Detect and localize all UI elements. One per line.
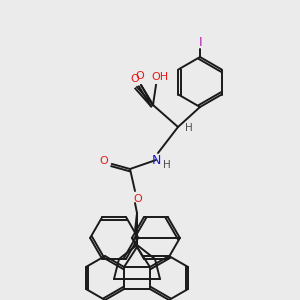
Text: O: O: [134, 194, 142, 204]
Text: N: N: [151, 154, 161, 166]
Text: H: H: [163, 160, 171, 170]
Text: I: I: [199, 37, 203, 50]
Text: H: H: [185, 123, 193, 133]
Text: O: O: [130, 74, 140, 84]
Text: OH: OH: [152, 72, 169, 82]
Text: O: O: [136, 71, 144, 81]
Text: O: O: [100, 156, 108, 166]
